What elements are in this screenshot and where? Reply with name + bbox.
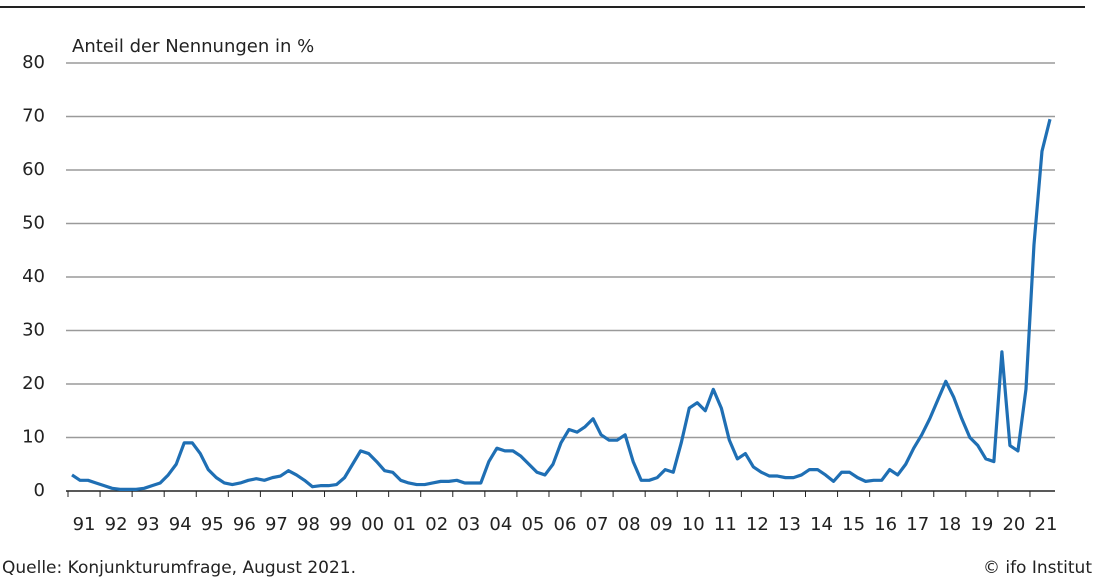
source: Quelle: Konjunkturumfrage, August 2021.	[2, 558, 356, 578]
y-tick-label: 40	[22, 266, 45, 287]
x-tick-label: 95	[201, 514, 224, 535]
x-tick-label: 06	[554, 514, 577, 535]
x-tick-label: 99	[329, 514, 352, 535]
x-tick-label: 16	[874, 514, 897, 535]
x-tick-label: 00	[361, 514, 384, 535]
x-tick-label: 01	[393, 514, 416, 535]
x-tick-label: 21	[1035, 514, 1058, 535]
x-tick-label: 13	[778, 514, 801, 535]
y-tick-label: 20	[22, 373, 45, 394]
x-tick-label: 19	[970, 514, 993, 535]
x-tick-label: 07	[586, 514, 609, 535]
y-tick-label: 60	[22, 159, 45, 180]
x-tick-label: 09	[650, 514, 673, 535]
x-tick-label: 12	[746, 514, 769, 535]
x-tick-label: 97	[265, 514, 288, 535]
x-tick-label: 11	[714, 514, 737, 535]
x-tick-label: 96	[233, 514, 256, 535]
y-tick-label: 10	[22, 427, 45, 448]
x-tick-label: 04	[489, 514, 512, 535]
x-tick-label: 08	[618, 514, 641, 535]
x-tick-label: 05	[521, 514, 544, 535]
x-tick-label: 20	[1002, 514, 1025, 535]
x-tick-label: 92	[105, 514, 128, 535]
credit: © ifo Institut	[983, 558, 1092, 578]
y-tick-label: 70	[22, 106, 45, 127]
x-tick-label: 14	[810, 514, 833, 535]
x-tick-label: 03	[457, 514, 480, 535]
line-series	[71, 118, 1052, 491]
x-tick-label: 15	[842, 514, 865, 535]
x-tick-label: 98	[297, 514, 320, 535]
x-tick-label: 02	[425, 514, 448, 535]
y-tick-label: 50	[22, 213, 45, 234]
x-tick-label: 17	[906, 514, 929, 535]
y-axis-label: Anteil der Nennungen in %	[72, 36, 314, 57]
x-tick-label: 10	[682, 514, 705, 535]
y-tick-label: 80	[22, 52, 45, 73]
x-tick-label: 94	[169, 514, 192, 535]
x-tick-label: 91	[73, 514, 96, 535]
y-tick-label: 0	[34, 480, 45, 501]
x-tick-label: 93	[137, 514, 160, 535]
x-tick-label: 18	[938, 514, 961, 535]
y-tick-label: 30	[22, 320, 45, 341]
